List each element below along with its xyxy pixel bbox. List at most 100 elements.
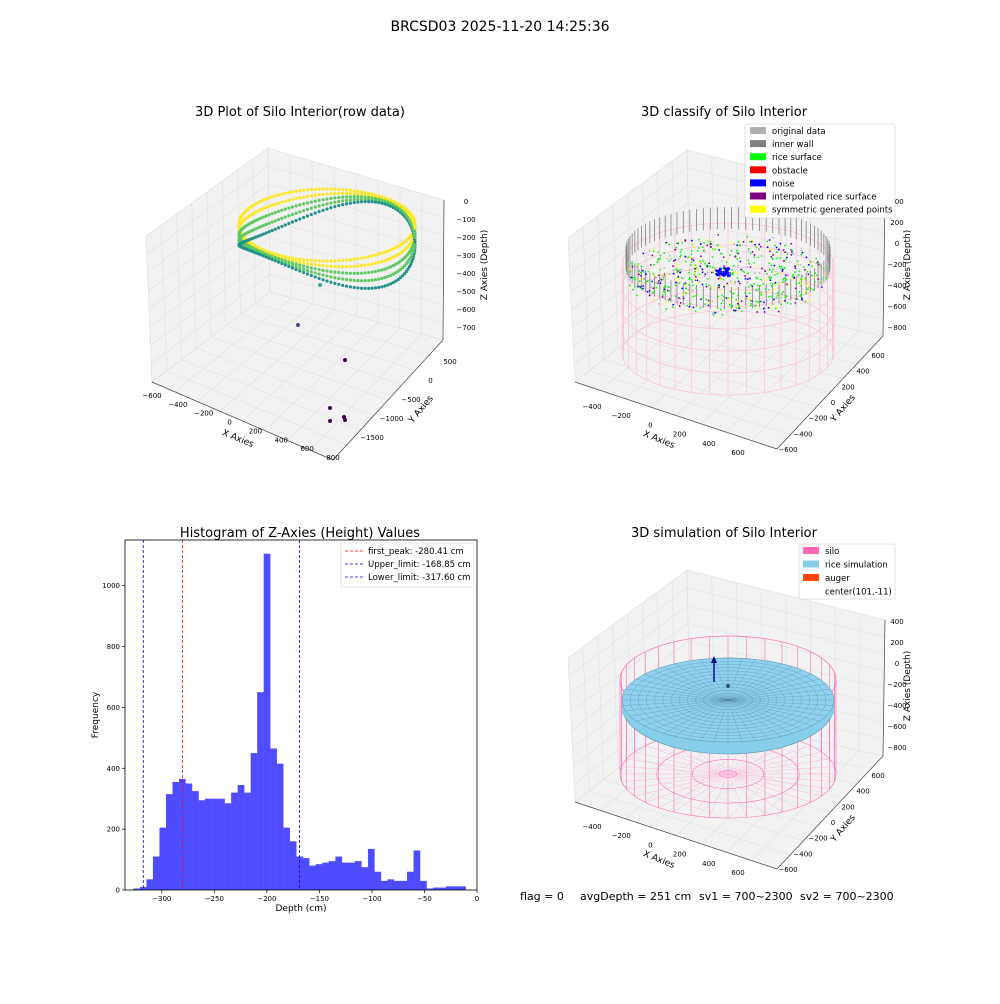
classified-point	[636, 265, 638, 267]
noise-point	[715, 269, 717, 271]
raw-point	[265, 206, 268, 209]
classified-point	[718, 284, 720, 286]
classified-point	[679, 256, 681, 258]
hist-bar	[387, 879, 394, 890]
raw-point	[349, 202, 352, 205]
hist-bar	[342, 863, 349, 890]
classified-point	[629, 284, 631, 286]
classified-point	[783, 277, 785, 279]
raw-point	[306, 262, 309, 265]
classified-point	[735, 299, 737, 301]
raw-point	[377, 269, 380, 272]
classified-point	[692, 284, 694, 286]
classified-point	[674, 249, 676, 251]
classified-point	[629, 268, 631, 270]
classified-point	[677, 263, 679, 265]
classified-point	[750, 284, 752, 286]
classified-point	[691, 258, 693, 260]
classified-point	[776, 247, 778, 249]
classified-point	[638, 265, 640, 267]
x-tick: 400	[702, 440, 715, 448]
classified-point	[805, 292, 807, 294]
classified-point	[737, 277, 739, 279]
classified-point	[737, 303, 739, 305]
classified-point	[722, 300, 724, 302]
raw-point	[314, 211, 317, 214]
classified-point	[799, 282, 801, 284]
classified-point	[767, 300, 769, 302]
classified-point	[700, 255, 702, 257]
raw-point	[265, 231, 268, 234]
raw-point	[380, 268, 383, 271]
classified-point	[813, 289, 815, 291]
classified-point	[641, 282, 643, 284]
classified-point	[796, 264, 798, 266]
classified-point	[729, 272, 731, 274]
raw-point	[302, 258, 305, 261]
raw-point	[367, 263, 370, 266]
classified-point	[737, 294, 739, 296]
hist-bar	[303, 858, 310, 890]
classified-point	[811, 265, 813, 267]
raw-point	[294, 268, 297, 271]
panel-histogram: Histogram of Z-Axies (Height) Values −30…	[91, 526, 479, 914]
classified-point	[744, 292, 746, 294]
raw-point	[356, 286, 359, 289]
classified-point	[678, 297, 680, 299]
raw-point	[306, 272, 309, 275]
raw-point	[337, 188, 340, 191]
classified-point	[748, 263, 750, 265]
classified-point	[695, 264, 697, 266]
raw-point	[280, 225, 283, 228]
classified-point	[679, 271, 681, 273]
classified-point	[817, 261, 819, 263]
classified-point	[786, 253, 788, 255]
raw-point	[298, 258, 301, 261]
classified-point	[774, 274, 776, 276]
hist-bar	[355, 861, 362, 890]
classified-point	[692, 244, 694, 246]
raw-point	[271, 212, 274, 215]
raw-point	[277, 193, 280, 196]
raw-point	[306, 208, 309, 211]
classified-point	[814, 281, 816, 283]
classified-point	[784, 245, 786, 247]
classified-point	[750, 305, 752, 307]
raw-point	[345, 195, 348, 198]
raw-point	[302, 265, 305, 268]
raw-point	[318, 272, 321, 275]
classified-point	[754, 272, 756, 274]
classified-point	[719, 290, 721, 292]
p1-z-axis-label: Z Axies (Depth)	[480, 230, 490, 301]
hist-bar	[348, 863, 355, 890]
classified-point	[739, 261, 741, 263]
classified-point	[814, 272, 816, 274]
raw-point	[294, 212, 297, 215]
classified-point	[697, 250, 699, 252]
classified-point	[755, 247, 757, 249]
raw-point	[306, 269, 309, 272]
classified-point	[664, 285, 666, 287]
classified-point	[674, 259, 676, 261]
classified-point	[723, 265, 725, 267]
classified-point	[736, 250, 738, 252]
classified-point	[760, 294, 762, 296]
noise-point	[722, 271, 724, 273]
classified-point	[780, 257, 782, 259]
raw-point	[287, 206, 290, 209]
classified-point	[765, 288, 767, 290]
raw-point	[386, 266, 389, 269]
classified-point	[663, 287, 665, 289]
hist-bar	[420, 881, 427, 890]
x-tick: 600	[731, 449, 744, 457]
classified-point	[720, 303, 722, 305]
raw-point	[360, 279, 363, 282]
classified-point	[710, 243, 712, 245]
raw-point	[310, 274, 313, 277]
classified-point	[680, 269, 682, 271]
classified-point	[631, 262, 633, 264]
raw-point	[333, 192, 336, 195]
raw-point	[364, 264, 367, 267]
legend-label: inner wall	[772, 140, 813, 150]
classified-point	[772, 254, 774, 256]
